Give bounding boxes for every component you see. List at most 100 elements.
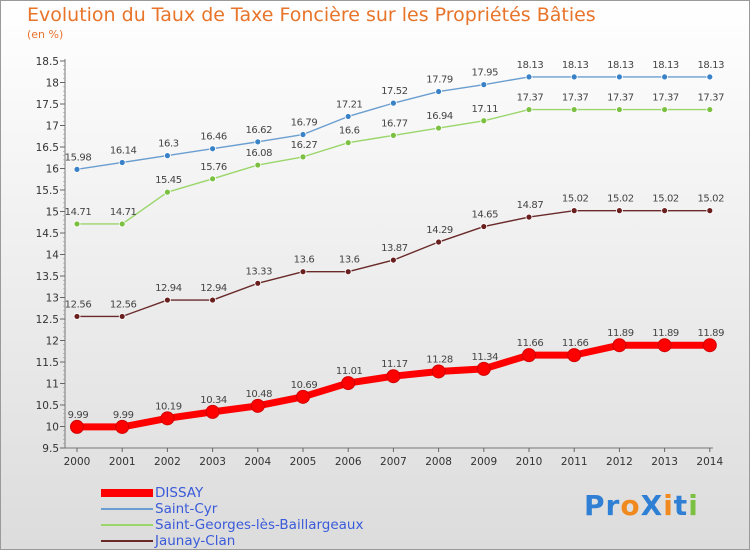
data-label: 17.21 bbox=[336, 99, 363, 110]
data-point bbox=[525, 73, 533, 81]
x-tick-label: 2011 bbox=[561, 456, 588, 468]
data-point bbox=[567, 348, 582, 363]
data-label: 16.77 bbox=[381, 118, 408, 129]
data-point bbox=[612, 338, 627, 353]
x-tick-label: 2005 bbox=[290, 456, 317, 468]
data-point bbox=[616, 73, 623, 81]
data-label: 16.62 bbox=[245, 125, 272, 136]
data-label: 11.01 bbox=[336, 366, 363, 377]
data-label: 17.37 bbox=[517, 93, 544, 104]
y-tick-label: 18 bbox=[46, 78, 59, 90]
data-label: 17.37 bbox=[697, 93, 724, 104]
data-point bbox=[480, 223, 488, 230]
data-label: 12.94 bbox=[200, 283, 227, 294]
logo-letter: P bbox=[584, 489, 606, 522]
data-label: 13.6 bbox=[294, 255, 315, 266]
series-line-jaunay-clan bbox=[77, 209, 710, 318]
series-dissay bbox=[70, 338, 717, 434]
y-tick-label: 12 bbox=[46, 336, 59, 348]
data-label: 12.56 bbox=[65, 299, 92, 310]
data-label: 11.66 bbox=[562, 338, 589, 349]
y-tick-label: 14.5 bbox=[36, 228, 59, 240]
data-point bbox=[163, 296, 171, 304]
legend-swatch bbox=[101, 524, 153, 526]
x-tick-label: 2009 bbox=[470, 456, 497, 468]
data-label: 18.13 bbox=[697, 60, 724, 71]
y-tick-label: 10 bbox=[46, 422, 59, 434]
x-tick-label: 2012 bbox=[606, 456, 633, 468]
data-label: 17.79 bbox=[426, 75, 453, 86]
data-point bbox=[661, 73, 668, 81]
legend-item-saint-georges-les-baillargeaux: Saint-Georges-lès-Baillargeaux bbox=[101, 517, 363, 533]
series-jaunay-clan bbox=[73, 207, 714, 320]
data-point bbox=[431, 364, 446, 379]
data-label: 15.02 bbox=[697, 194, 724, 205]
y-tick-label: 16 bbox=[46, 164, 60, 176]
chart-title: Evolution du Taux de Taxe Foncière sur l… bbox=[27, 4, 596, 26]
logo-letter: i bbox=[688, 489, 699, 522]
data-label: 14.87 bbox=[517, 200, 544, 211]
y-tick-label: 13.5 bbox=[36, 271, 59, 283]
y-tick-label: 12.5 bbox=[36, 314, 59, 326]
data-label: 16.3 bbox=[158, 139, 179, 150]
data-point bbox=[480, 117, 488, 125]
data-point bbox=[661, 106, 668, 113]
legend-swatch bbox=[101, 540, 153, 542]
data-point bbox=[480, 81, 488, 89]
data-label: 15.02 bbox=[652, 194, 679, 205]
x-tick-label: 2014 bbox=[696, 456, 723, 468]
data-label: 15.98 bbox=[65, 152, 92, 163]
data-label: 9.99 bbox=[68, 410, 89, 421]
data-point bbox=[209, 296, 217, 304]
data-point bbox=[570, 73, 578, 81]
series-layer bbox=[70, 73, 717, 434]
x-tick-label: 2003 bbox=[199, 456, 226, 468]
legend-item-jaunay-clan: Jaunay-Clan bbox=[101, 533, 363, 549]
legend: DISSAY Saint-Cyr Saint-Georges-lès-Baillar… bbox=[101, 485, 363, 549]
data-label: 17.37 bbox=[562, 93, 589, 104]
logo-letter: X bbox=[640, 489, 664, 522]
x-tick-label: 2000 bbox=[64, 456, 91, 468]
data-point bbox=[73, 313, 81, 320]
data-point bbox=[522, 348, 536, 363]
data-label: 16.46 bbox=[200, 132, 227, 143]
data-point bbox=[254, 161, 262, 169]
y-tick-label: 11.5 bbox=[36, 357, 59, 369]
data-label: 17.37 bbox=[607, 93, 634, 104]
x-tick-label: 2002 bbox=[154, 456, 181, 468]
data-point bbox=[118, 220, 126, 228]
data-point bbox=[115, 419, 130, 434]
data-label: 10.69 bbox=[291, 380, 318, 391]
logo-letter: o bbox=[620, 489, 641, 522]
data-label: 11.66 bbox=[517, 338, 544, 349]
y-tick-label: 15 bbox=[46, 207, 59, 219]
data-label: 11.34 bbox=[471, 352, 498, 363]
data-label: 17.95 bbox=[471, 68, 498, 79]
data-label: 17.37 bbox=[652, 93, 679, 104]
data-point bbox=[344, 139, 352, 147]
data-point bbox=[160, 411, 175, 426]
y-tick-label: 17 bbox=[46, 121, 59, 133]
data-point bbox=[299, 268, 307, 276]
series-saint-cyr bbox=[73, 73, 714, 173]
data-label: 10.48 bbox=[245, 389, 272, 400]
data-label: 16.79 bbox=[291, 118, 318, 129]
proxiti-logo: ProXiti bbox=[584, 489, 699, 522]
y-tick-label: 10.5 bbox=[36, 400, 59, 412]
data-label: 9.99 bbox=[113, 410, 134, 421]
y-tick-label: 14 bbox=[46, 250, 60, 262]
data-label: 16.94 bbox=[426, 111, 453, 122]
data-label: 18.13 bbox=[607, 60, 634, 71]
data-point bbox=[389, 256, 397, 264]
y-tick-label: 16.5 bbox=[36, 142, 59, 154]
data-point bbox=[163, 152, 171, 160]
series-saint-georges-les-baillargeaux bbox=[73, 106, 714, 228]
data-label: 10.34 bbox=[200, 395, 227, 406]
data-point bbox=[299, 131, 307, 138]
data-point bbox=[476, 361, 491, 376]
data-label: 18.13 bbox=[652, 60, 679, 71]
x-tick-label: 2007 bbox=[380, 456, 407, 468]
legend-label: Saint-Georges-lès-Baillargeaux bbox=[155, 517, 364, 533]
data-point bbox=[73, 220, 81, 228]
